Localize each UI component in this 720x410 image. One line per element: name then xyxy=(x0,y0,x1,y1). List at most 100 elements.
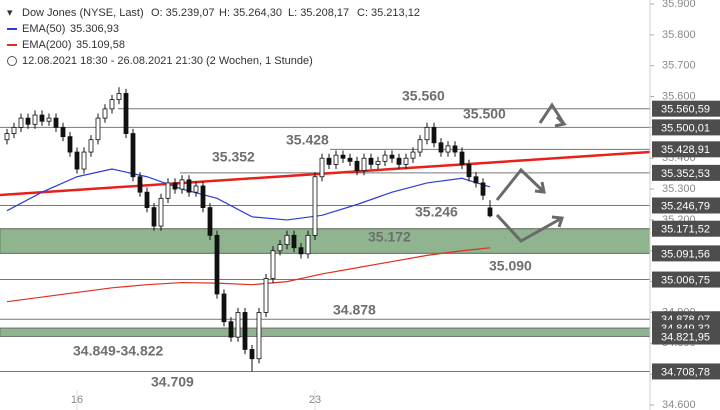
legend-value: 35.109,58 xyxy=(76,39,125,51)
candle-body xyxy=(277,244,283,252)
y-tick-label: 35.600 xyxy=(662,90,696,102)
candle-body xyxy=(74,151,80,170)
candle-body xyxy=(396,157,402,165)
candle-body xyxy=(326,157,332,165)
candle-body xyxy=(32,114,38,125)
candle-body xyxy=(116,93,122,101)
ema-line xyxy=(6,247,491,303)
candle-body xyxy=(67,136,73,153)
candle-body xyxy=(214,234,220,295)
candle-body xyxy=(473,176,479,184)
price-tag xyxy=(652,220,720,237)
price-tag-label: 35.500,01 xyxy=(661,122,710,134)
candle-body xyxy=(46,117,52,122)
candle-body xyxy=(354,160,360,171)
candle-body xyxy=(165,182,171,199)
level-annotation: 35.560 xyxy=(402,88,445,104)
price-tag xyxy=(652,197,720,214)
collapse-icon[interactable]: ▾ xyxy=(7,7,13,19)
candle-body xyxy=(368,157,374,165)
support-zone xyxy=(0,228,651,254)
y-tick-label: 35.300 xyxy=(662,183,696,195)
candle-body xyxy=(417,139,423,153)
ohlc-label: H: 35.264,30 xyxy=(219,7,282,19)
support-zone xyxy=(0,327,651,338)
period: (2 Wochen, 1 Stunde) xyxy=(206,55,313,67)
candle-body xyxy=(53,117,59,128)
candle-body xyxy=(18,117,24,128)
level-annotation: 34.849-34.822 xyxy=(73,343,164,359)
candle-body xyxy=(466,163,472,178)
candle-body xyxy=(256,312,262,360)
ohlc-label: O: 35.239,07 xyxy=(151,7,215,19)
candle-body xyxy=(144,191,150,208)
candle-body xyxy=(102,108,108,119)
candle-body xyxy=(81,151,87,170)
clock-icon xyxy=(7,56,17,66)
arrows xyxy=(495,102,567,243)
candle-body xyxy=(361,157,367,171)
candle-body xyxy=(291,234,297,249)
candle-body xyxy=(235,312,241,338)
candle-body xyxy=(270,250,276,279)
level-annotation: 34.878 xyxy=(333,302,376,318)
candle-body xyxy=(424,126,430,141)
candle-body xyxy=(487,207,493,217)
candle-body xyxy=(221,293,227,323)
legend-name: EMA(50) xyxy=(22,23,65,35)
candle-body xyxy=(207,207,213,236)
candle-body xyxy=(452,145,458,153)
price-tag-label: 35.091,56 xyxy=(661,248,710,260)
candle-body xyxy=(39,114,45,122)
price-tag xyxy=(652,363,720,380)
candle-body xyxy=(389,154,395,159)
candle-body xyxy=(172,182,178,190)
candle-body xyxy=(60,126,66,138)
candle-body xyxy=(249,349,255,360)
x-tick-label: 16 xyxy=(71,394,83,406)
level-annotation: 35.172 xyxy=(368,229,411,245)
y-tick-label: 35.700 xyxy=(662,60,696,72)
candle-body xyxy=(340,154,346,159)
candle-body xyxy=(319,157,325,178)
candle-body xyxy=(200,185,206,208)
candle-body xyxy=(158,197,164,227)
candle-body xyxy=(25,117,31,125)
candle-body xyxy=(130,133,136,178)
candle-body xyxy=(305,234,311,255)
candle-body xyxy=(228,321,234,338)
candle-body xyxy=(88,139,94,153)
candle-body xyxy=(186,179,192,193)
price-tag xyxy=(652,245,720,262)
candle-body xyxy=(480,182,486,196)
candle-body xyxy=(263,278,269,313)
price-tag xyxy=(652,119,720,136)
y-tick-label: 34.600 xyxy=(662,399,696,410)
candle-body xyxy=(347,157,353,162)
price-tag-label: 34.821,95 xyxy=(661,331,710,343)
level-annotation: 34.709 xyxy=(151,374,194,390)
price-tag-label: 35.006,75 xyxy=(661,274,710,286)
candle-body xyxy=(403,157,409,165)
ema-line xyxy=(6,168,491,221)
legend-name: EMA(200) xyxy=(22,39,72,51)
ohlc-label: C: 35.213,12 xyxy=(357,7,420,19)
candle-body xyxy=(123,93,129,134)
header: ▾ Dow Jones (NYSE, Last) 12.08.2021 18:3… xyxy=(0,0,430,68)
price-tag-label: 35.560,59 xyxy=(661,104,710,116)
level-annotation: 35.246 xyxy=(415,204,458,220)
price-tag xyxy=(652,271,720,288)
y-tick-label: 35.900 xyxy=(662,0,696,10)
candle-body xyxy=(109,99,115,110)
date-range: 12.08.2021 18:30 - 26.08.2021 21:30 xyxy=(22,55,203,67)
candle-body xyxy=(382,154,388,162)
level-annotation: 35.428 xyxy=(286,132,329,148)
price-tag xyxy=(652,100,720,117)
candle-body xyxy=(445,145,451,153)
candle-body xyxy=(312,176,318,236)
candle-body xyxy=(11,126,17,134)
price-tag-label: 35.428,91 xyxy=(661,144,710,156)
candle-body xyxy=(375,160,381,165)
level-annotation: 35.500 xyxy=(463,106,506,122)
trend-line xyxy=(0,150,651,197)
